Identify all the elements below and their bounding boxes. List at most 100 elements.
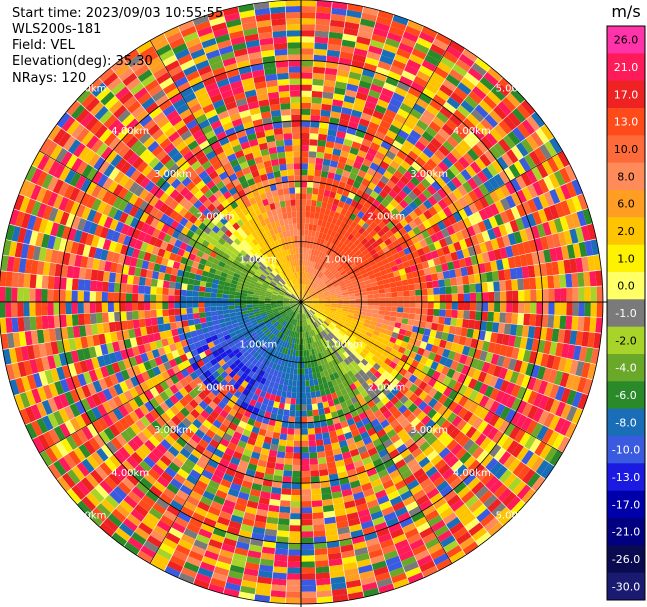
velocity-cell (542, 302, 549, 315)
velocity-cell (192, 307, 199, 314)
velocity-cell (232, 553, 247, 562)
velocity-cell (274, 330, 280, 337)
velocity-cell (374, 245, 382, 253)
velocity-cell (409, 302, 416, 308)
velocity-cell (301, 470, 311, 478)
velocity-cell (182, 271, 191, 279)
velocity-cell (373, 305, 380, 310)
velocity-cell (286, 322, 290, 329)
velocity-cell (484, 206, 494, 219)
velocity-cell (535, 459, 550, 476)
velocity-cell (335, 390, 343, 398)
velocity-cell (411, 250, 420, 259)
velocity-cell (280, 427, 288, 435)
velocity-cell (522, 468, 536, 484)
velocity-cell (494, 377, 504, 390)
velocity-cell (413, 468, 426, 480)
velocity-cell (299, 314, 301, 321)
velocity-cell (346, 512, 359, 521)
velocity-cell (310, 308, 317, 313)
velocity-cell (149, 397, 160, 409)
velocity-cell (549, 384, 560, 399)
velocity-cell (453, 160, 465, 173)
velocity-cell (127, 536, 144, 551)
velocity-cell (346, 417, 355, 426)
velocity-cell (312, 506, 324, 514)
velocity-cell (116, 263, 124, 274)
velocity-cell (354, 259, 362, 266)
velocity-cell (455, 362, 465, 373)
velocity-cell (381, 258, 390, 265)
velocity-cell (246, 299, 253, 302)
velocity-cell (307, 300, 314, 302)
velocity-cell (260, 313, 268, 318)
velocity-cell (351, 141, 362, 150)
velocity-cell (415, 295, 422, 302)
velocity-cell (425, 343, 434, 352)
velocity-cell (251, 358, 259, 366)
velocity-cell (463, 398, 474, 411)
velocity-cell (447, 243, 456, 254)
velocity-cell (112, 468, 126, 482)
velocity-cell (55, 441, 68, 457)
velocity-cell (150, 294, 157, 302)
velocity-cell (365, 225, 374, 234)
velocity-cell (126, 275, 134, 285)
velocity-cell (184, 427, 195, 439)
velocity-cell (449, 521, 465, 535)
velocity-cell (245, 383, 253, 391)
velocity-cell (138, 285, 145, 294)
velocity-cell (318, 232, 324, 239)
velocity-cell (458, 384, 468, 396)
velocity-cell (432, 202, 443, 213)
velocity-cell (179, 484, 193, 496)
velocity-cell (210, 292, 217, 298)
velocity-cell (306, 302, 313, 305)
velocity-cell (87, 511, 103, 527)
velocity-cell (483, 72, 499, 87)
velocity-cell (157, 231, 167, 241)
velocity-cell (581, 331, 590, 347)
velocity-cell (472, 264, 480, 275)
velocity-cell (533, 392, 544, 408)
velocity-cell (419, 238, 428, 248)
velocity-cell (196, 346, 205, 355)
velocity-cell (472, 174, 484, 187)
velocity-cell (271, 292, 278, 296)
velocity-cell (80, 178, 92, 193)
velocity-cell (313, 300, 320, 302)
velocity-cell (307, 422, 315, 429)
velocity-cell (64, 199, 75, 214)
velocity-cell (303, 272, 306, 279)
velocity-cell (191, 448, 203, 459)
velocity-cell (23, 273, 31, 288)
velocity-cell (572, 345, 582, 361)
velocity-cell (313, 328, 318, 336)
velocity-cell (284, 306, 291, 311)
velocity-cell (292, 306, 298, 312)
velocity-cell (530, 225, 541, 239)
velocity-cell (361, 417, 371, 426)
velocity-cell (479, 350, 488, 362)
velocity-cell (159, 391, 170, 402)
velocity-cell (91, 184, 102, 198)
velocity-cell (312, 187, 319, 195)
velocity-cell (406, 413, 417, 423)
velocity-cell (102, 203, 113, 216)
velocity-cell (259, 295, 266, 299)
velocity-cell (533, 264, 542, 277)
velocity-cell (502, 134, 516, 149)
velocity-cell (465, 165, 477, 178)
velocity-cell (301, 422, 308, 429)
velocity-cell (134, 327, 142, 338)
velocity-cell (371, 313, 379, 319)
velocity-cell (513, 160, 526, 175)
velocity-cell (235, 351, 243, 359)
velocity-cell (367, 181, 377, 191)
velocity-cell (42, 205, 53, 220)
velocity-cell (507, 232, 517, 246)
velocity-cell (441, 262, 449, 272)
velocity-cell (351, 454, 362, 463)
velocity-cell (273, 311, 280, 316)
velocity-cell (260, 342, 267, 349)
